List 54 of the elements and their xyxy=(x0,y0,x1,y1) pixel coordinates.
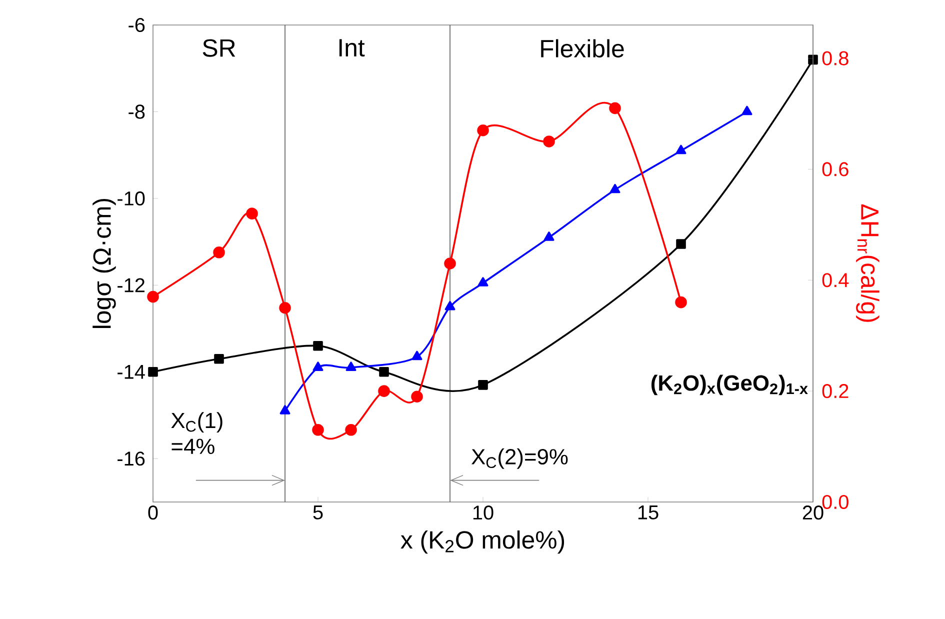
point xyxy=(609,102,621,114)
y-tick-label: -6 xyxy=(128,18,145,32)
annotation: X$_{C}$(2)=9% xyxy=(472,448,568,469)
y-tick-label: -12 xyxy=(118,278,144,292)
y-tick-label: -16 xyxy=(118,452,145,466)
point xyxy=(378,385,390,397)
y-tick-label: -10 xyxy=(118,191,145,206)
y2-tick-label: 0.2 xyxy=(822,384,848,398)
point xyxy=(312,424,324,436)
y2-tick-label: 0.8 xyxy=(822,51,848,66)
annotation: Int xyxy=(339,39,365,57)
point xyxy=(345,424,357,436)
point xyxy=(676,144,686,154)
point xyxy=(742,106,752,116)
annotation: X$_{C}$(1) =4% xyxy=(171,412,222,454)
x-axis-title: x (K$_{2}$O mole%) xyxy=(400,530,564,554)
x-tick-label: 0 xyxy=(148,506,158,520)
point xyxy=(675,296,687,308)
y2-tick-label: 0.4 xyxy=(822,273,849,288)
point xyxy=(279,302,291,314)
point xyxy=(412,350,422,360)
y-axis-title: logσ (Ω·cm) xyxy=(92,198,116,328)
point xyxy=(478,277,488,286)
x-tick-label: 10 xyxy=(473,506,494,520)
point xyxy=(246,208,258,220)
x-tick-label: 15 xyxy=(638,506,658,520)
y-tick-label: -14 xyxy=(118,365,145,379)
x-tick-label: 20 xyxy=(802,506,824,520)
point xyxy=(147,290,159,303)
point xyxy=(214,354,224,364)
annotation: (K$_{2}$O)$_{x}$(GeO$_{2}$)$_{1-x}$ xyxy=(651,374,808,396)
y2-tick-label: 0.6 xyxy=(822,162,848,176)
y-tick-label: -8 xyxy=(128,104,145,119)
point xyxy=(312,362,324,371)
x-tick-label: 5 xyxy=(313,506,323,520)
point xyxy=(610,184,620,194)
point xyxy=(148,367,158,377)
point xyxy=(444,300,456,310)
point xyxy=(280,405,290,414)
point xyxy=(346,362,356,371)
point xyxy=(544,232,554,241)
point xyxy=(543,136,555,148)
y2-tick-label: 0.0 xyxy=(822,494,848,510)
point xyxy=(444,258,456,270)
annotation: SR xyxy=(202,39,236,57)
point xyxy=(676,239,686,249)
point xyxy=(411,390,423,403)
point xyxy=(477,124,489,136)
point xyxy=(478,380,488,390)
y2-axis-title: ΔH$_{nr}$(cal/g) xyxy=(856,204,880,322)
point xyxy=(379,367,389,377)
point xyxy=(213,246,225,258)
annotation: Flexible xyxy=(541,39,624,58)
point xyxy=(313,340,323,351)
